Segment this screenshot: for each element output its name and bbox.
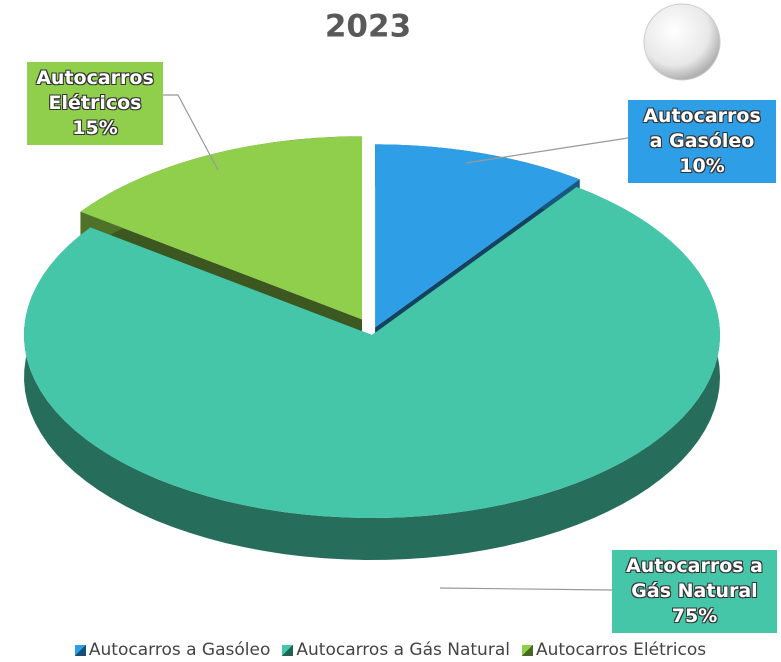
legend-item: Autocarros a Gasóleo (74, 640, 271, 660)
chart-title: 2023 (325, 9, 411, 45)
data-label-value: 75% (671, 605, 718, 627)
slice-group (24, 186, 721, 560)
legend-swatch (521, 645, 533, 656)
legend-item: Autocarros a Gás Natural (282, 640, 510, 660)
data-label-name: Autocarros a Gasóleo (643, 105, 761, 152)
slice (80, 136, 363, 320)
leader-lines (163, 94, 629, 591)
data-label-value: 15% (72, 117, 118, 139)
leader-line (163, 94, 219, 171)
leader-line (439, 587, 613, 591)
data-label: Autocarros a Gás Natural 75% (612, 550, 777, 633)
data-label-name: Autocarros a Gás Natural (626, 555, 763, 602)
decor-sphere (643, 3, 721, 81)
data-label: Autocarros Elétricos 15% (27, 62, 163, 145)
legend-item: Autocarros Elétricos (521, 640, 707, 660)
slice (24, 186, 721, 518)
legend-swatch (74, 645, 86, 656)
legend-label: Autocarros a Gás Natural (296, 640, 510, 660)
legend: Autocarros a Gasóleo Autocarros a Gás Nat… (0, 640, 781, 660)
data-label: Autocarros a Gasóleo 10% (628, 100, 776, 183)
data-label-value: 10% (679, 155, 725, 177)
leader-line (465, 137, 629, 164)
legend-label: Autocarros a Gasóleo (88, 640, 271, 660)
legend-label: Autocarros Elétricos (535, 640, 707, 660)
data-label-name: Autocarros Elétricos (36, 67, 154, 114)
pie (24, 136, 721, 560)
slice (375, 144, 580, 328)
legend-swatch (282, 645, 294, 656)
